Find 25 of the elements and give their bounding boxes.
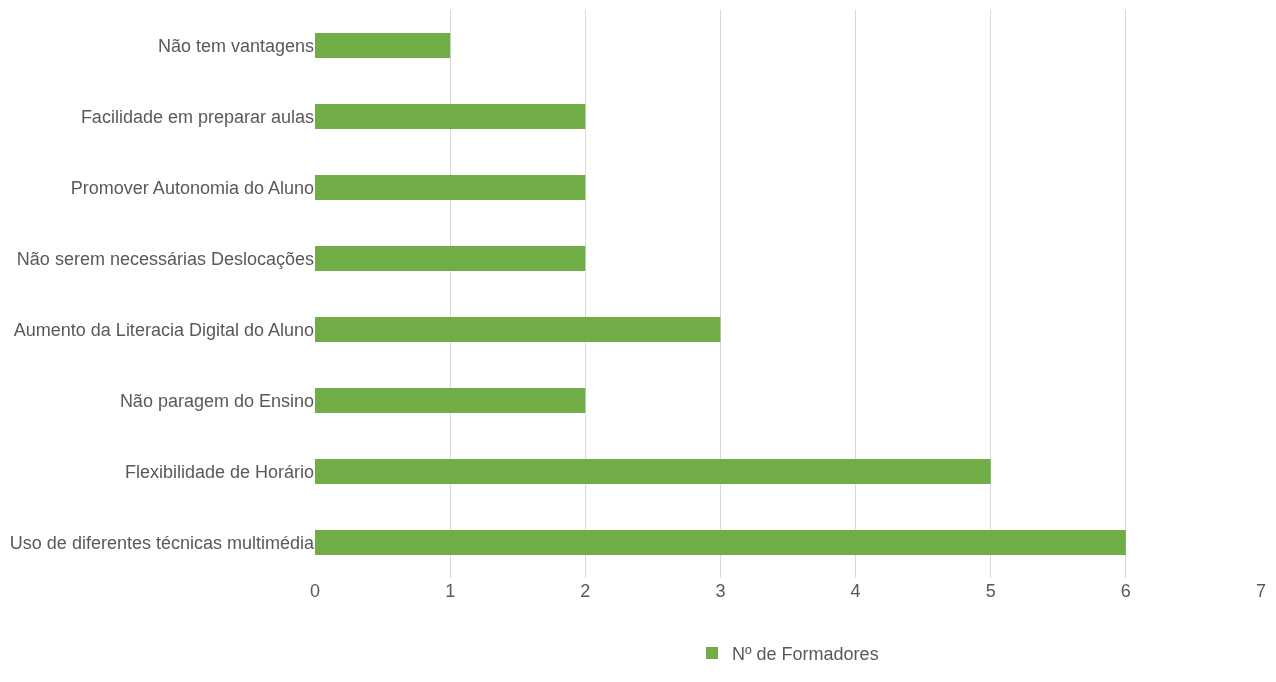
x-tick-label: 4 [850, 581, 861, 601]
x-tick-label: 5 [985, 581, 996, 601]
y-tick-label: Não serem necessárias Deslocações [16, 248, 314, 269]
y-tick-label: Não paragem do Ensino [119, 390, 314, 411]
bar [315, 33, 451, 58]
y-tick-label: Promover Autonomia do Aluno [70, 177, 314, 198]
bar [315, 175, 586, 200]
x-tick-label: 7 [1255, 581, 1267, 601]
bar [315, 459, 991, 484]
x-tick-label: 1 [445, 581, 456, 601]
y-tick-label: Facilidade em preparar aulas [80, 106, 314, 127]
y-tick-label: Uso de diferentes técnicas multimédia [9, 532, 315, 553]
x-tick-label: 3 [715, 581, 726, 601]
bar [315, 104, 586, 129]
x-tick-label: 0 [309, 581, 321, 601]
bar [315, 317, 721, 342]
bar [315, 530, 1126, 555]
y-tick-label: Flexibilidade de Horário [124, 461, 314, 482]
bar [315, 388, 586, 413]
y-tick-label: Não tem vantagens [157, 35, 314, 56]
y-tick-label: Aumento da Literacia Digital do Aluno [13, 319, 314, 340]
bar [315, 246, 586, 271]
legend-label: Nº de Formadores [732, 644, 879, 665]
x-tick-label: 6 [1120, 581, 1131, 601]
x-tick-label: 2 [580, 581, 591, 601]
